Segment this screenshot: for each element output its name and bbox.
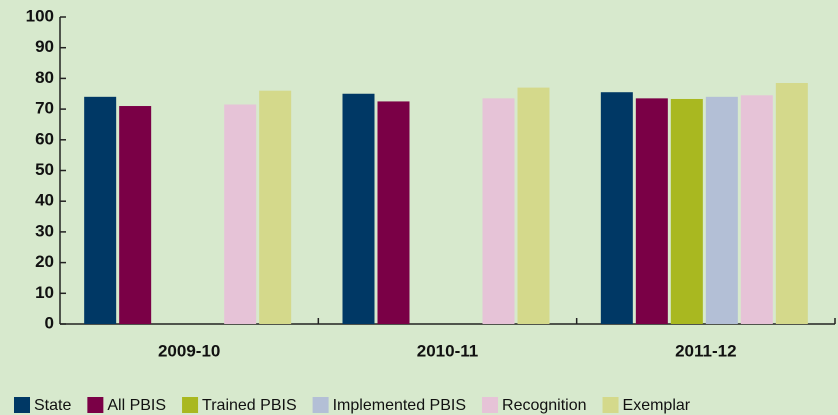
bar (775, 83, 808, 324)
legend-swatch (312, 397, 329, 413)
bar (600, 92, 633, 324)
bar (517, 87, 550, 324)
legend-label: Recognition (502, 397, 587, 414)
legend-swatch (602, 397, 619, 413)
legend-swatch (87, 397, 104, 413)
bar (740, 95, 773, 324)
bar (377, 101, 410, 324)
legend-swatch (482, 397, 499, 413)
y-tick-label: 30 (35, 221, 54, 240)
legend-label: Exemplar (623, 397, 691, 414)
y-tick-label: 80 (35, 68, 54, 87)
legend-swatch (14, 397, 30, 413)
y-tick-label: 40 (35, 191, 54, 210)
y-tick-label: 70 (35, 99, 54, 118)
y-tick-label: 50 (35, 160, 54, 179)
y-tick-label: 90 (35, 37, 54, 56)
bar (342, 93, 375, 324)
x-tick-label: 2011-12 (675, 341, 736, 360)
bar (259, 90, 292, 325)
legend-label: State (34, 397, 71, 414)
x-tick-label: 2009-10 (158, 341, 220, 360)
bar (670, 98, 703, 325)
bar (705, 96, 738, 324)
legend-label: Implemented PBIS (333, 397, 466, 414)
x-tick-label: 2010-11 (417, 341, 478, 360)
y-tick-label: 0 (45, 313, 54, 332)
y-tick-label: 20 (35, 252, 54, 271)
bar (119, 106, 152, 324)
legend-label: All PBIS (107, 397, 166, 414)
y-tick-label: 100 (26, 6, 54, 25)
bar (84, 96, 117, 324)
y-tick-label: 60 (35, 129, 54, 148)
bar (635, 98, 668, 324)
bar (224, 104, 257, 325)
y-tick-label: 10 (35, 283, 54, 302)
bar (482, 98, 515, 324)
legend-label: Trained PBIS (202, 397, 297, 414)
legend-swatch (182, 397, 199, 413)
